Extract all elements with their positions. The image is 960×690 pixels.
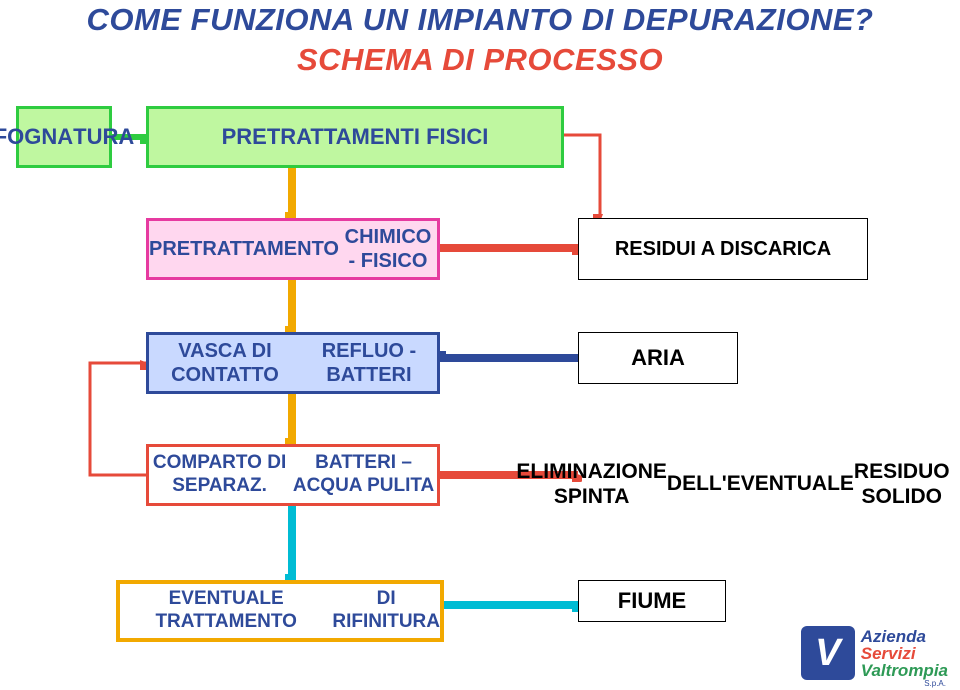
title-main: COME FUNZIONA UN IMPIANTO DI DEPURAZIONE… [0, 2, 960, 38]
node-eliminaz: ELIMINAZIONE SPINTADELL'EVENTUALERESIDUO… [578, 444, 888, 524]
node-pretratt_fisici: PRETRATTAMENTI FISICI [146, 106, 564, 168]
logo-v-icon: V [801, 626, 855, 680]
node-comparto: COMPARTO DI SEPARAZ.BATTERI – ACQUA PULI… [146, 444, 440, 506]
logo-text: Azienda Servizi Valtrompia [861, 628, 948, 679]
node-eventuale: EVENTUALE TRATTAMENTODI RIFINITURA [116, 580, 444, 642]
node-vasca: VASCA DI CONTATTOREFLUO - BATTERI [146, 332, 440, 394]
node-pretratt_chim: PRETRATTAMENTOCHIMICO - FISICO [146, 218, 440, 280]
node-aria: ARIA [578, 332, 738, 384]
node-residui: RESIDUI A DISCARICA [578, 218, 868, 280]
title-sub: SCHEMA DI PROCESSO [0, 42, 960, 78]
node-fogna: FOGNATURA [16, 106, 112, 168]
logo-spa: S.p.A. [924, 679, 946, 688]
logo: V Azienda Servizi Valtrompia [801, 626, 948, 680]
node-fiume: FIUME [578, 580, 726, 622]
